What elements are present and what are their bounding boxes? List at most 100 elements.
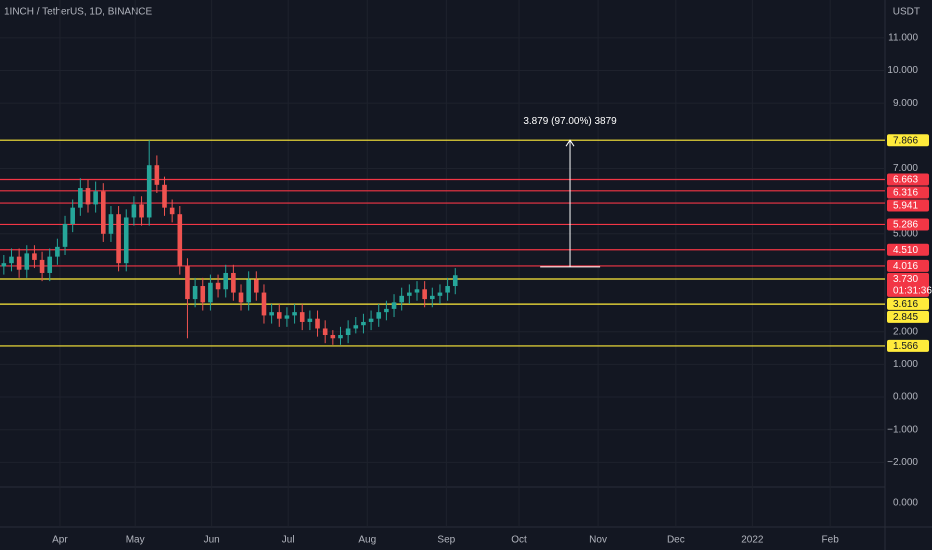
- candle-body: [55, 246, 60, 257]
- x-tick-label: May: [126, 535, 145, 546]
- countdown-label: 01:31:36: [893, 286, 932, 297]
- price-tag-label: 4.016: [893, 261, 918, 272]
- candle-body: [108, 214, 114, 234]
- candle-body: [1, 263, 7, 267]
- candle-body: [384, 308, 389, 313]
- candle-body: [345, 328, 351, 336]
- candle-body: [39, 259, 45, 273]
- currency-label: USDT: [893, 7, 920, 18]
- candle-body: [162, 184, 167, 208]
- candle-body: [231, 272, 236, 293]
- candle-body: [376, 312, 382, 319]
- candle-body: [177, 214, 183, 267]
- candle-body: [185, 266, 190, 300]
- candle-body: [93, 191, 98, 205]
- x-tick-label: 2022: [741, 535, 764, 546]
- price-tag: [887, 339, 929, 352]
- candle-body: [154, 165, 160, 185]
- candle-body: [100, 191, 106, 234]
- candle-body: [131, 204, 137, 218]
- candle-body: [70, 207, 75, 224]
- y-tick-label: 5.000: [893, 228, 918, 239]
- candle-body: [445, 286, 450, 293]
- price-tag: [887, 199, 929, 212]
- price-tag-label: 7.866: [893, 135, 918, 146]
- x-tick-label: Jul: [282, 535, 295, 546]
- price-tag-label: 3.616: [893, 299, 918, 310]
- candle-body: [361, 321, 366, 326]
- candle-body: [269, 312, 274, 316]
- price-tag: [887, 173, 929, 186]
- price-tag-label: 6.316: [893, 188, 918, 199]
- x-tick-label: Aug: [358, 535, 376, 546]
- candle-body: [254, 279, 259, 293]
- candle-body: [368, 318, 374, 322]
- price-tag-label: 4.510: [893, 245, 918, 256]
- x-tick-label: Apr: [52, 535, 68, 546]
- candle-body: [353, 325, 359, 329]
- candle-body: [116, 214, 121, 264]
- candle-body: [292, 312, 297, 316]
- price-tag-label: 3.730: [893, 274, 918, 285]
- price-tag: [887, 310, 929, 323]
- y-tick-label: 7.000: [893, 163, 918, 174]
- x-tick-label: Dec: [667, 535, 685, 546]
- candle-body: [276, 312, 282, 319]
- x-tick-label: Feb: [822, 535, 840, 546]
- measure-arrowhead: [565, 139, 575, 147]
- candle-body: [299, 312, 305, 322]
- y-tick-label: 1.000: [893, 359, 918, 370]
- candle-body: [78, 188, 83, 208]
- candle-body: [452, 275, 458, 287]
- y-tick-label: 10.000: [887, 65, 918, 76]
- candle-body: [407, 292, 412, 296]
- price-tag: [887, 243, 929, 256]
- price-tag-label: 5.941: [893, 201, 918, 212]
- x-tick-label: Oct: [511, 535, 527, 546]
- y-tick-label: −2.000: [887, 457, 918, 468]
- x-tick-label: Jun: [204, 535, 220, 546]
- candle-body: [338, 335, 343, 339]
- y-tick-label: −1.000: [887, 424, 918, 435]
- candle-body: [47, 256, 53, 273]
- candle-body: [123, 217, 129, 264]
- price-tag-label: 1.566: [893, 341, 918, 352]
- lower-pane-label: 0.000: [893, 498, 918, 509]
- chart-title: 1INCH / TetherUS, 1D, BINANCE: [4, 7, 153, 18]
- candle-body: [223, 272, 229, 290]
- price-tag: [887, 186, 929, 199]
- candle-body: [422, 289, 427, 300]
- y-tick-label: 0.000: [893, 392, 918, 403]
- candle-body: [85, 188, 91, 205]
- x-tick-label: Sep: [437, 535, 455, 546]
- measure-label: 3.879 (97.00%) 3879: [523, 116, 617, 127]
- price-tag: [887, 134, 929, 147]
- candle-body: [399, 295, 404, 303]
- price-tag: [887, 218, 929, 231]
- y-tick-label: 9.000: [893, 98, 918, 109]
- candle-body: [330, 335, 336, 339]
- y-tick-label: 2.000: [893, 326, 918, 337]
- x-tick-label: Nov: [589, 535, 607, 546]
- price-tag: [887, 272, 929, 297]
- candle-body: [391, 302, 397, 309]
- candle-body: [16, 256, 22, 270]
- candle-body: [146, 165, 152, 218]
- price-tag-label: 2.845: [893, 312, 918, 323]
- candle-body: [32, 253, 37, 260]
- y-tick-label: 11.000: [888, 33, 918, 44]
- candle-body: [238, 292, 244, 303]
- candle-body: [430, 295, 435, 300]
- candle-body: [322, 328, 328, 336]
- candle-body: [284, 315, 290, 319]
- candle-body: [62, 223, 68, 247]
- candle-body: [139, 204, 144, 218]
- candle-body: [307, 318, 313, 322]
- price-tag: [887, 297, 929, 310]
- candle-body: [215, 282, 221, 290]
- price-tag: [887, 259, 929, 272]
- candle-body: [24, 253, 30, 270]
- candle-body: [414, 289, 420, 293]
